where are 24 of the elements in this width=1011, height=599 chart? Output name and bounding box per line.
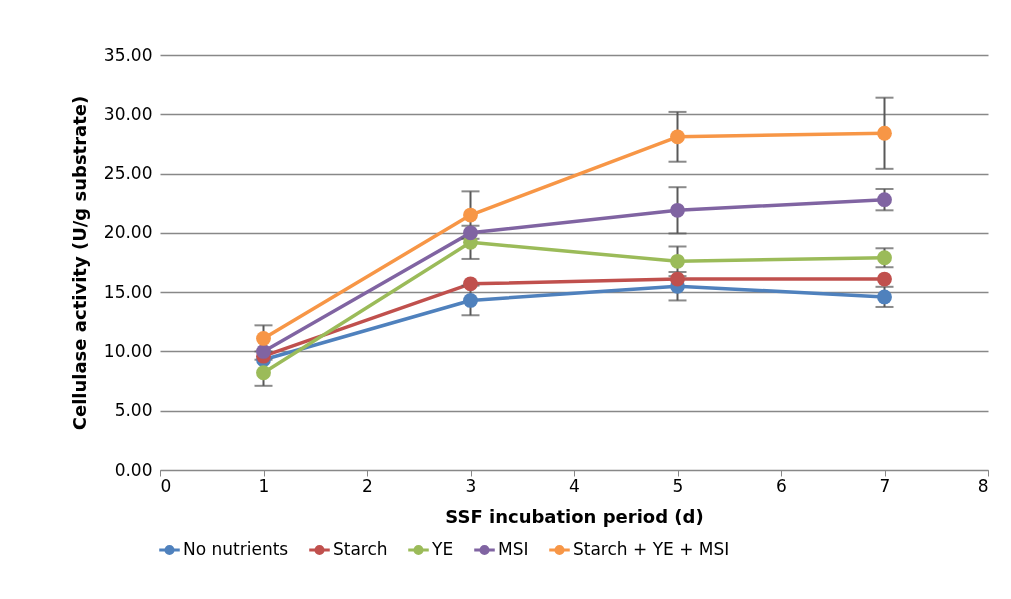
legend-label: MSI: [498, 538, 529, 559]
y-tick-label: 25.00: [103, 163, 153, 184]
legend-label: Starch: [333, 538, 388, 559]
y-tick-label: 35.00: [103, 44, 153, 65]
x-axis-title: SSF incubation period (d): [445, 505, 704, 527]
x-tick-label: 1: [258, 475, 270, 496]
x-tick-label: 6: [776, 475, 787, 496]
legend-label: Starch + YE + MSI: [573, 538, 730, 559]
y-tick-label: 20.00: [103, 222, 153, 243]
x-tick-label: 8: [977, 475, 989, 496]
x-tick-label: 3: [465, 475, 477, 496]
legend-label: YE: [431, 538, 454, 559]
y-tick-label: 5.00: [114, 400, 153, 421]
y-tick-label: 10.00: [103, 340, 153, 361]
x-tick-label: 4: [569, 475, 580, 496]
x-tick-label: 0: [160, 475, 172, 496]
y-tick-label: 15.00: [103, 281, 153, 302]
y-tick-label: 30.00: [103, 103, 153, 124]
x-tick-label: 2: [362, 475, 373, 496]
y-tick-label: 0.00: [114, 459, 153, 480]
y-axis-title: Cellulase activity (U/g substrate): [68, 95, 90, 431]
x-tick-label: 7: [879, 475, 891, 496]
legend-label: No nutrients: [183, 538, 289, 559]
x-tick-label: 5: [672, 475, 684, 496]
